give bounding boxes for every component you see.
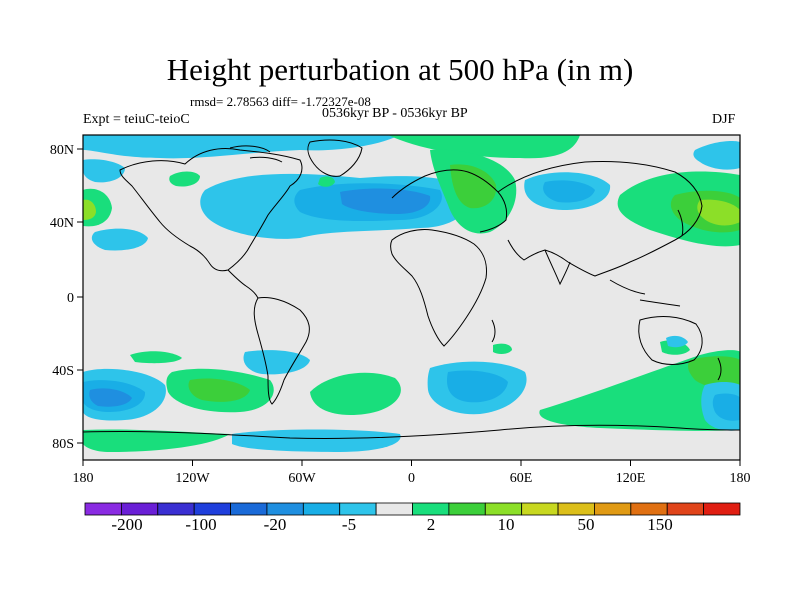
colorbar-swatch — [339, 502, 377, 516]
colorbar-swatch — [666, 502, 705, 516]
colorbar-swatch — [193, 502, 231, 516]
colorbar-swatch — [521, 502, 559, 516]
colorbar-swatch — [412, 502, 450, 516]
lat-label-80n: 80N — [50, 143, 74, 158]
experiment-label: Expt = teiuC-teioC — [83, 112, 190, 127]
lon-label-120e: 120E — [616, 471, 646, 486]
coast-asia — [497, 161, 703, 277]
coast-central-america — [227, 269, 259, 299]
contour-sh-blue-west-core — [89, 388, 132, 407]
contour-npacific-blue-right — [693, 140, 740, 170]
colorbar-swatch — [302, 502, 341, 516]
contour-siberia-core — [543, 180, 595, 203]
colorbar-swatch — [230, 502, 268, 516]
lon-label-180w: 180 — [73, 471, 94, 486]
contour-sh-green-small — [493, 343, 512, 355]
coast-greenland — [307, 139, 363, 177]
colorbar-swatch — [703, 502, 741, 516]
axis-ticks — [77, 148, 741, 466]
colorbar-swatch — [630, 502, 668, 516]
colorbar-label-3: -20 — [263, 515, 287, 534]
lon-label-0: 0 — [408, 471, 415, 486]
colorbar-label-5: 2 — [426, 515, 436, 534]
coastlines — [83, 139, 740, 440]
colorbar-label-2: -100 — [185, 515, 217, 534]
coast-se-asia — [609, 279, 681, 307]
contour-europe-green-dark — [450, 164, 497, 209]
colorbar-swatch — [266, 502, 304, 516]
contour-sh-green-atl — [310, 372, 401, 416]
colorbar-swatch — [157, 502, 195, 516]
period-label: 0536kyr BP - 0536kyr BP — [322, 106, 468, 121]
colorbar — [84, 502, 741, 516]
contour-ant-green — [83, 429, 230, 452]
colorbar-swatch — [557, 502, 595, 516]
contour-na-core — [340, 188, 431, 214]
coast-africa — [390, 229, 487, 347]
coast-australia — [638, 316, 703, 365]
coast-europe — [391, 169, 508, 233]
lat-label-eq: 0 — [67, 291, 74, 306]
colorbar-swatch — [375, 502, 413, 516]
contour-midpacific-blue — [91, 228, 148, 251]
contour-sh-green-1 — [130, 351, 182, 364]
contour-sh-green-core — [188, 378, 250, 402]
contour-ant-blue — [232, 429, 401, 452]
colorbar-swatch — [120, 502, 159, 516]
coast-new-zealand — [717, 357, 722, 381]
coast-india — [544, 249, 571, 286]
coast-madagascar — [491, 319, 496, 343]
colorbar-swatch — [448, 502, 486, 516]
contour-fields — [83, 135, 740, 452]
coast-north-america — [119, 148, 303, 272]
map-title: Height perturbation at 500 hPa (in m) — [166, 52, 634, 87]
colorbar-label-1: -200 — [111, 515, 143, 534]
coast-arctic-islands — [229, 145, 283, 163]
lon-label-60e: 60E — [510, 471, 533, 486]
lat-label-40s: 40S — [52, 364, 74, 379]
contour-npacific-blue-left — [83, 159, 125, 183]
lat-label-40n: 40N — [50, 216, 74, 231]
coast-japan — [677, 209, 684, 237]
lon-label-60w: 60W — [288, 471, 316, 486]
colorbar-label-6: 10 — [497, 515, 515, 534]
contour-sh-blue-east-core — [712, 393, 740, 421]
lat-label-80s: 80S — [52, 437, 74, 452]
contour-canada-green — [169, 171, 200, 187]
contour-pacific-yellow — [697, 199, 740, 226]
colorbar-label-4: -5 — [341, 515, 357, 534]
colorbar-swatch — [484, 502, 523, 516]
colorbar-swatch — [594, 502, 632, 516]
contour-sh-blue-sa — [243, 350, 310, 375]
season-label: DJF — [712, 112, 736, 127]
lon-label-120w: 120W — [175, 471, 210, 486]
colorbar-label-8: 150 — [647, 515, 673, 534]
contour-arctic-north-green — [388, 135, 580, 159]
stats-text: rmsd= 2.78563 diff= -1.72327e-08 — [190, 94, 371, 109]
contour-sh-blue-ind-core — [446, 370, 508, 403]
contour-sh-blue-nz — [666, 335, 688, 348]
contour-canada-green2 — [318, 176, 335, 187]
coast-antarctica — [83, 424, 740, 440]
coast-south-america — [253, 297, 310, 405]
colorbar-swatch — [84, 502, 122, 516]
contour-sh-green-aus-core — [687, 356, 740, 388]
lon-label-180e: 180 — [730, 471, 751, 486]
colorbar-label-7: 50 — [577, 515, 595, 534]
contour-west-yellow — [83, 199, 96, 220]
